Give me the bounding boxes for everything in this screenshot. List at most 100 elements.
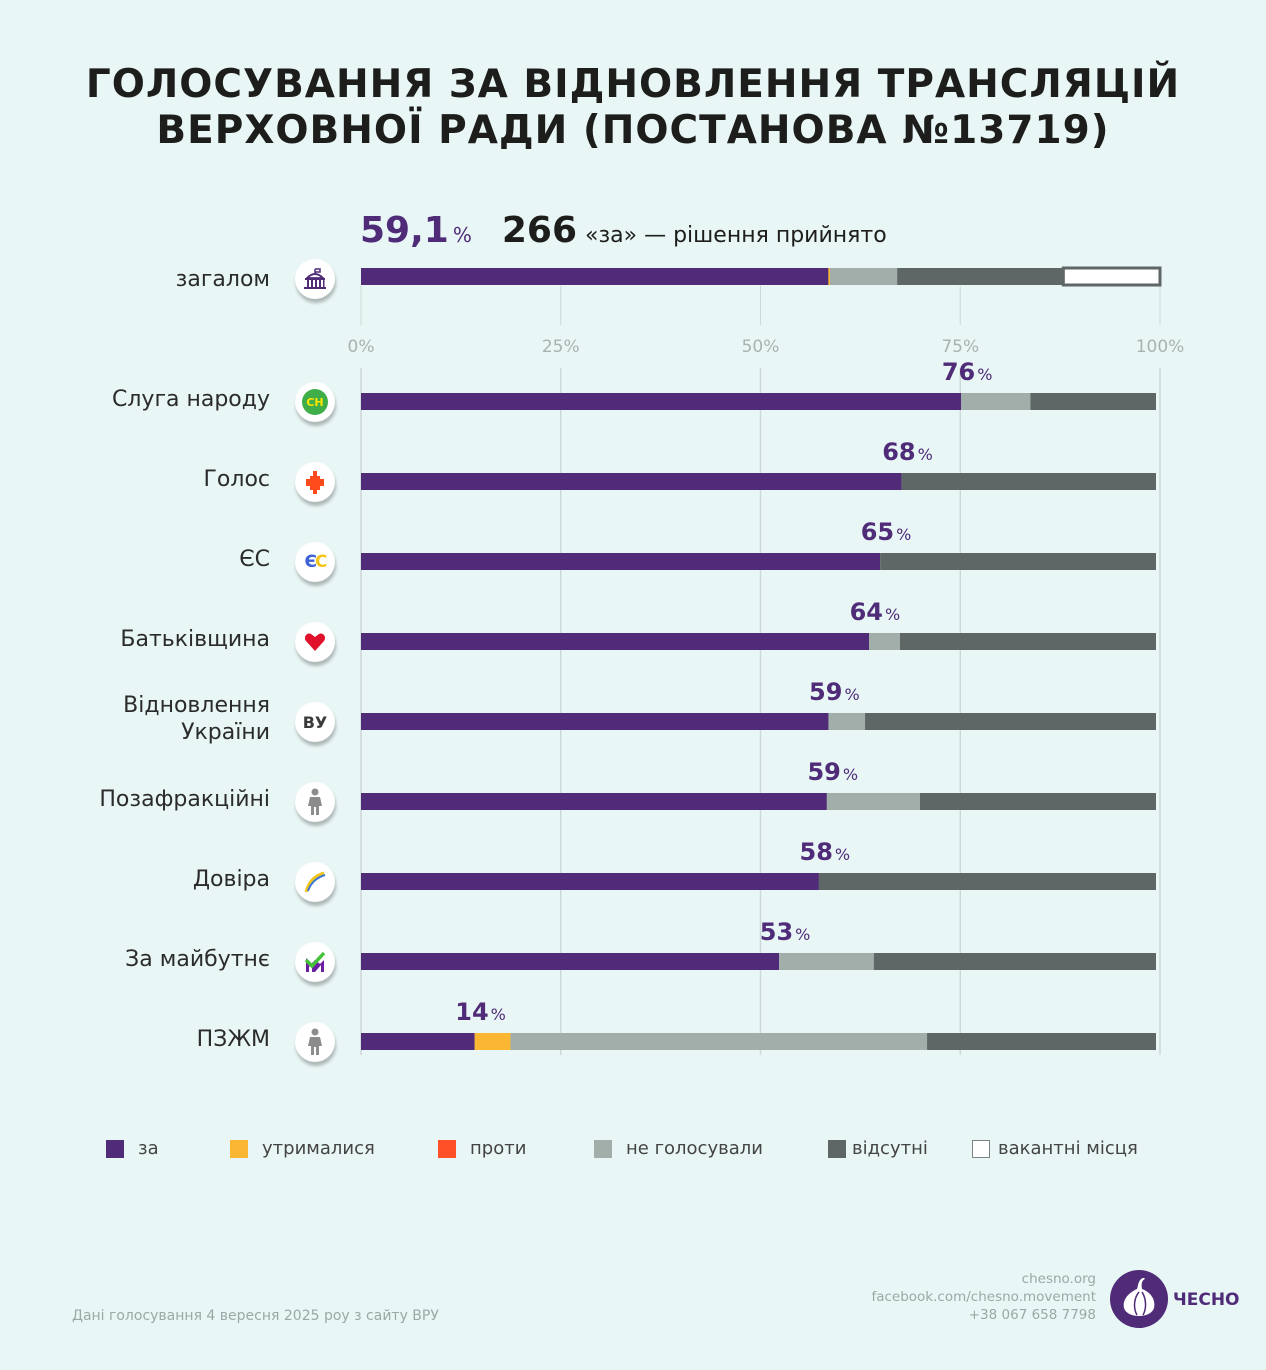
legend-label: проти — [470, 1138, 527, 1159]
party-bar-segment-за — [361, 953, 780, 970]
legend-label: не голосували — [626, 1138, 763, 1159]
data-label: 14 — [455, 998, 488, 1026]
data-label-percent-sign: % — [844, 685, 859, 704]
legend-swatch — [438, 1139, 456, 1158]
data-label: 68 — [882, 438, 915, 466]
heart-icon — [295, 622, 335, 662]
legend-item: проти — [438, 1138, 526, 1159]
data-label: 58 — [800, 838, 833, 866]
x-tick-label: 25% — [542, 337, 580, 357]
x-tick-label: 0% — [348, 337, 375, 357]
row-label-overall: загалом — [176, 266, 270, 293]
party-bar-segment-за — [361, 713, 829, 730]
party-bar-segment-за — [361, 553, 881, 570]
data-label: 59 — [809, 678, 842, 706]
data-label-percent-sign: % — [835, 845, 850, 864]
row-label-line: ПЗЖМ — [196, 1026, 270, 1052]
overall-bar-segment-вакантні-місця — [1061, 266, 1162, 287]
vu-logo-icon: ВУ — [295, 702, 335, 742]
overall-bar-segment-не-голосували — [830, 268, 898, 285]
party-bar-segment-за — [361, 1033, 475, 1050]
summary-percent: 59,1 — [360, 210, 449, 251]
party-bar-segment-не-голосували — [961, 393, 1031, 410]
summary-description: «за» — рішення прийнято — [585, 223, 887, 248]
data-label-percent-sign: % — [795, 925, 810, 944]
party-bar-segment-відсутні — [880, 553, 1157, 570]
person-icon — [295, 1022, 335, 1062]
phone-number: +38 067 658 7798 — [968, 1307, 1096, 1323]
data-label-percent-sign: % — [491, 1005, 506, 1024]
summary-percent-sign: % — [452, 223, 472, 247]
party-bar-segment-відсутні — [818, 873, 1157, 890]
row-label: Слуга народу — [112, 386, 270, 413]
legend-label: вакантні місця — [998, 1138, 1138, 1159]
legend-swatch — [594, 1139, 612, 1158]
row-label-line: Позафракційні — [99, 786, 270, 812]
legend-swatch — [230, 1139, 248, 1158]
legend-swatch — [828, 1139, 846, 1158]
party-bar-segment-не-голосували — [510, 1033, 928, 1050]
party-bar-segment-за — [361, 393, 962, 410]
title-line-1: ГОЛОСУВАННЯ ЗА ВІДНОВЛЕННЯ ТРАНСЛЯЦІЙ — [85, 62, 1181, 107]
legend-label: утрималися — [262, 1138, 375, 1159]
summary: 59,1% 266 «за» — рішення прийнято — [360, 210, 887, 258]
party-bar-segment-не-голосували — [826, 793, 920, 810]
party-bar-segment-утрималися — [474, 1033, 511, 1050]
data-label-percent-sign: % — [918, 445, 933, 464]
chart-svg: 0% 25% 50% 75% 100%76 %68 %65 %64 %59 %59 %58 %53 %1… — [348, 266, 1185, 1055]
row-label: ЄС — [239, 546, 270, 573]
party-bar-segment-за — [361, 793, 827, 810]
party-bar-segment-за — [361, 473, 902, 490]
party-bar-segment-не-голосували — [779, 953, 874, 970]
dovira-logo-icon — [295, 862, 335, 902]
row-label-line: Довіра — [192, 866, 270, 892]
row-label-line: За майбутнє — [125, 946, 270, 972]
legend-label: за — [138, 1138, 159, 1159]
data-label: 64 — [850, 598, 883, 626]
overall-bar-segment-відсутні — [897, 268, 1064, 285]
summary-votes-for: 266 — [501, 210, 577, 251]
row-label-line: України — [181, 720, 270, 745]
x-tick-label: 100% — [1136, 337, 1185, 357]
legend-swatch — [106, 1139, 124, 1158]
data-label-percent-sign: % — [977, 365, 992, 384]
party-bar-segment-за — [361, 633, 870, 650]
row-label: ПЗЖМ — [197, 1026, 270, 1053]
data-label: 59 — [807, 758, 840, 786]
data-label: 76 — [942, 358, 975, 386]
data-label-percent-sign: % — [843, 765, 858, 784]
party-bar-segment-не-голосували — [869, 633, 901, 650]
legend-item: не голосували — [594, 1138, 763, 1159]
holos-logo-icon — [295, 462, 335, 502]
party-bar-segment-відсутні — [873, 953, 1157, 970]
party-bar-segment-відсутні — [900, 633, 1157, 650]
row-label-line: Батьківщина — [120, 626, 270, 652]
row-label: Батьківщина — [120, 626, 270, 653]
x-tick-label: 50% — [742, 337, 780, 357]
party-bar-segment-за — [361, 873, 819, 890]
row-label-line: Слуга народу — [112, 386, 270, 412]
party-bar-segment-відсутні — [927, 1033, 1157, 1050]
za-maibutnie-logo-icon — [295, 942, 335, 982]
legend-label: відсутні — [852, 1138, 928, 1159]
legend-item: за — [106, 1138, 159, 1159]
row-label: Відновлення України — [123, 692, 270, 746]
data-label-percent-sign: % — [885, 605, 900, 624]
overall-bar-segment-за — [361, 268, 829, 285]
sluha-narodu-logo-icon: CH — [295, 382, 335, 422]
facebook-link[interactable]: facebook.com/chesno.movement — [871, 1289, 1096, 1305]
legend-item: утрималися — [230, 1138, 375, 1159]
chart-title: ГОЛОСУВАННЯ ЗА ВІДНОВЛЕННЯ ТРАНСЛЯЦІЙ ВЕ… — [0, 62, 1266, 154]
chesno-brand: ЧЕСНО — [1173, 1290, 1240, 1310]
party-bar-segment-відсутні — [865, 713, 1157, 730]
site-link[interactable]: chesno.org — [1021, 1271, 1096, 1287]
x-tick-label: 75% — [941, 337, 979, 357]
legend-item: відсутні — [828, 1138, 928, 1159]
row-label: Довіра — [193, 866, 270, 893]
legend: за утрималися проти не голосували відсутні ва… — [106, 1138, 1206, 1162]
party-bar-segment-відсутні — [1030, 393, 1157, 410]
legend-item: вакантні місця — [972, 1138, 1138, 1159]
legend-swatch — [972, 1139, 990, 1158]
party-bar-segment-не-голосували — [828, 713, 866, 730]
data-label: 53 — [760, 918, 793, 946]
